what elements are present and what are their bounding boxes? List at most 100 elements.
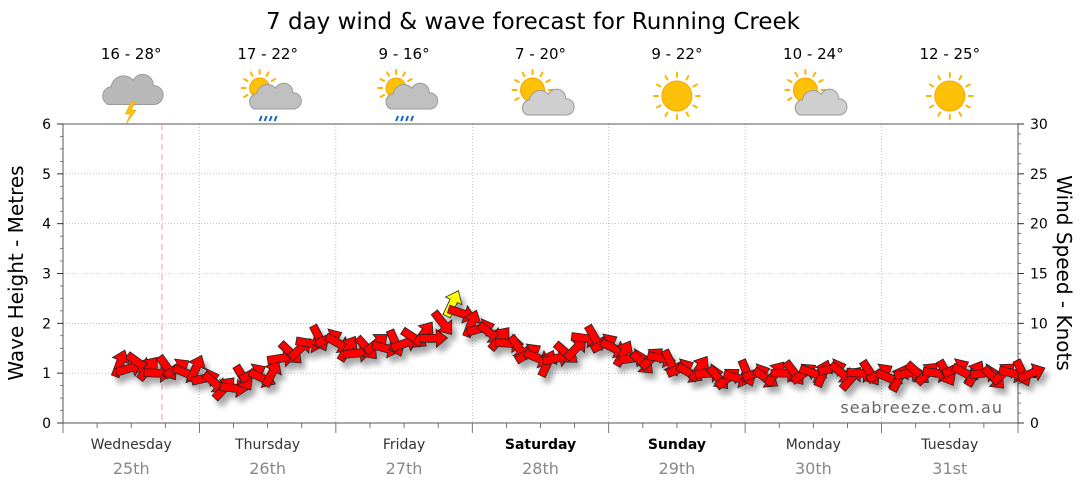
x-axis: Wednesday 25th Thursday 26th Friday 27th Satur…: [62, 423, 1019, 478]
wind-arrow: [430, 309, 453, 335]
sun-ray: [386, 71, 391, 77]
sun-ray: [958, 111, 963, 117]
wind-arrow: [562, 337, 587, 362]
sun-disc: [661, 80, 693, 112]
sun-ray: [692, 104, 698, 109]
storm-cloud-icon: [102, 73, 164, 125]
y-axis-right: 051015202530: [1018, 117, 1048, 432]
day-headers: 16 - 28° 17 - 22° 9 - 16° 7 - 20° 9 - 22° 10 …: [101, 45, 980, 125]
wind-series: [110, 290, 1046, 402]
cloud-shape: [521, 88, 575, 116]
day-temperature: 16 - 28°: [101, 45, 162, 63]
y-right-tick-label: 10: [1030, 316, 1048, 332]
y-left-tick-label: 5: [42, 167, 51, 183]
wind-arrow: [688, 355, 710, 383]
y-left-tick-label: 3: [42, 267, 51, 283]
sun-ray: [664, 75, 669, 81]
sun-ray: [965, 104, 971, 109]
cloud-shape: [102, 73, 164, 105]
cloud-shape: [385, 82, 439, 110]
y-left-tick-label: 0: [42, 416, 51, 432]
sun-ray: [812, 71, 817, 78]
sun-ray: [379, 78, 385, 82]
sun-ray: [514, 97, 520, 101]
sun-ray: [787, 79, 793, 83]
rain-drop: [405, 115, 409, 122]
chart-title: 7 day wind & wave forecast for Running C…: [266, 9, 801, 35]
sun-ray: [685, 111, 690, 117]
wind-arrow: [336, 335, 358, 363]
sun-ray: [249, 71, 254, 77]
sun-icon: [652, 72, 701, 120]
sun-ray: [270, 78, 277, 82]
day-temperature: 10 - 24°: [783, 45, 844, 63]
lightning-bolt: [124, 101, 137, 125]
sun-ray: [539, 71, 544, 78]
sun-ray: [928, 83, 935, 88]
sun-ray: [794, 71, 799, 78]
rain-drop: [263, 115, 268, 122]
sun-ray: [402, 71, 407, 77]
sun-ray: [656, 83, 662, 88]
wind-arrow: [419, 328, 449, 349]
sun-cloud-rain-icon: [377, 69, 439, 122]
sun-ray: [692, 83, 698, 88]
y-left-tick-label: 2: [42, 316, 51, 332]
rain-drop: [268, 115, 273, 122]
day-temperature: 17 - 22°: [237, 45, 298, 63]
rain-drop: [273, 115, 278, 122]
sun-ray: [265, 71, 270, 77]
wind-arrow: [261, 360, 282, 388]
y-axis-left: 0 1 2 3 4 5 6: [42, 117, 63, 432]
sun-icon: [925, 72, 974, 120]
sun-ray: [656, 104, 662, 109]
y-right-tick-label: 30: [1030, 117, 1048, 133]
cloud-shape: [249, 82, 302, 110]
sun-ray: [545, 79, 551, 83]
sun-cloud-icon: [784, 69, 848, 116]
day-date: 31st: [932, 459, 967, 478]
sun-ray: [521, 71, 526, 78]
cloud-shape: [794, 88, 848, 116]
day-date: 26th: [249, 459, 286, 478]
y-left-tick-label: 4: [42, 217, 51, 233]
y-axis-left-title: Wave Height - Metres: [4, 165, 28, 380]
sun-ray: [928, 104, 935, 109]
sun-ray: [379, 94, 385, 98]
watermark: seabreeze.com.au: [840, 398, 1003, 417]
y-left-tick-label: 6: [42, 117, 51, 133]
y-right-tick-label: 15: [1030, 267, 1048, 283]
sun-ray: [514, 79, 520, 83]
y-right-tick-label: 20: [1030, 217, 1048, 233]
day-date: 25th: [113, 459, 150, 478]
y-right-tick-label: 0: [1030, 416, 1039, 432]
day-name: Sunday: [648, 437, 706, 453]
sun-cloud-rain-icon: [240, 69, 302, 122]
day-temperature: 9 - 22°: [651, 45, 702, 63]
sun-ray: [958, 75, 963, 81]
day-temperature: 12 - 25°: [919, 45, 980, 63]
sun-ray: [685, 75, 690, 81]
sun-disc: [934, 80, 966, 112]
sun-ray: [243, 94, 249, 98]
day-date: 27th: [386, 459, 423, 478]
day-name: Thursday: [234, 437, 300, 453]
y-right-tick-label: 25: [1030, 167, 1048, 183]
rain-drop: [410, 115, 414, 122]
sun-ray: [818, 79, 824, 83]
sun-ray: [965, 83, 971, 88]
y-axis-right-title: Wind Speed - Knots: [1052, 175, 1076, 371]
y-left-tick-label: 1: [42, 366, 51, 382]
day-name: Tuesday: [920, 437, 978, 453]
sun-ray: [937, 75, 942, 81]
rain-drop: [400, 115, 404, 122]
rain-drop: [395, 115, 399, 122]
day-date: 29th: [659, 459, 696, 478]
sun-ray: [664, 111, 669, 117]
day-name: Saturday: [505, 437, 576, 453]
sun-ray: [787, 97, 793, 101]
day-date: 28th: [522, 459, 559, 478]
day-date: 30th: [795, 459, 832, 478]
rain-drop: [258, 115, 263, 122]
